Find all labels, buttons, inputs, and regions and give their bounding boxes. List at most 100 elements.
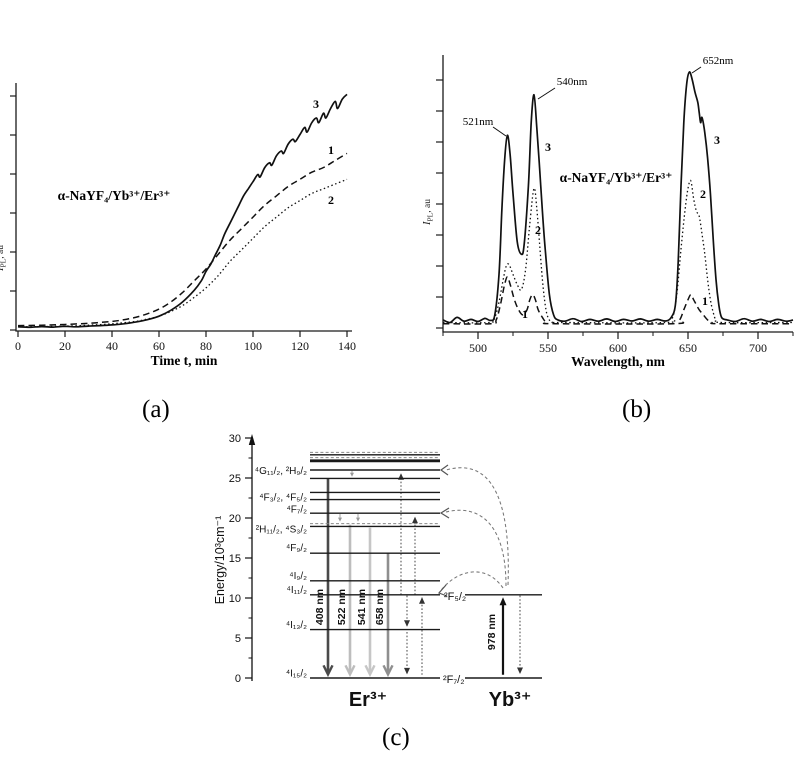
relaxation-arrowhead-icon: [338, 517, 342, 522]
panel-a-ylabel-subscript: PL: [0, 258, 8, 267]
panel-b-series-1-curve: [442, 276, 794, 325]
energy-transfer-arrowhead-icon: [437, 584, 448, 597]
panel-b-x-tick-label: 550: [539, 341, 557, 355]
peak-label-652nm: 652nm: [703, 55, 734, 67]
emission-arrowhead-icon: [344, 664, 356, 678]
energy-transfer-arrow-to-2H9: [445, 467, 509, 586]
emission-wavelength-label: 541 nm: [356, 589, 368, 625]
energy-transfer-arrowhead-icon: [439, 507, 450, 519]
panel-b-series-3-label: 3: [714, 133, 720, 147]
panel-a-x-tick-label: 20: [59, 339, 71, 353]
panel-a-series-2-curve: [17, 178, 348, 328]
panel-a-series-3-label: 3: [313, 97, 319, 111]
panel-b-series-3-label: 3: [545, 140, 551, 154]
panel-b-chart: IPL, au α-NaYF₄/Yb³⁺/Er³⁺ Wavelength, nm…: [422, 55, 794, 369]
relaxation-arrowhead-icon: [356, 517, 360, 522]
energy-tick-label: 15: [229, 553, 241, 565]
energy-tick-label: 30: [229, 433, 241, 445]
panel-b-xlabel: Wavelength, nm: [571, 354, 666, 369]
emission-arrowhead-icon: [322, 664, 334, 678]
emission-arrowhead-icon: [364, 664, 376, 678]
peak-pointer-line: [492, 126, 507, 137]
panel-letter-b: (b): [622, 396, 652, 423]
peak-pointer-line: [537, 87, 556, 100]
panel-a-x-tick-label: 40: [106, 339, 118, 353]
er-level-label: ⁴G₁₁/₂, ²H₉/₂: [255, 466, 307, 477]
er-level-label: ⁴F₇/₂: [286, 504, 307, 515]
dotted-arrowhead-icon: [412, 516, 418, 524]
panel-a-x-tick-label: 0: [15, 339, 21, 353]
panel-b-series-2-label: 2: [535, 223, 541, 237]
energy-tick-label: 20: [229, 513, 241, 525]
dotted-arrowhead-icon: [404, 620, 410, 627]
er-level-label: ²H₁₁/₂, ⁴S₃/₂: [256, 524, 307, 535]
panel-a-axes: [15, 83, 352, 332]
panel-a-x-tick-label: 60: [153, 339, 165, 353]
peak-label-540nm: 540nm: [557, 76, 588, 88]
panel-letter-a: (a): [142, 396, 170, 423]
energy-tick-label: 10: [229, 593, 241, 605]
energy-tick-label: 25: [229, 473, 241, 485]
panel-b-ylabel-symbol: I: [422, 221, 433, 226]
er-level-label: ⁴F₉/₂: [286, 543, 307, 554]
er-level-label: ⁴I₉/₂: [289, 571, 307, 582]
panel-b-series-3-curve: [442, 71, 794, 324]
panel-b-ylabel-subscript: PL: [426, 212, 435, 221]
dotted-arrowhead-icon: [419, 597, 425, 604]
panel-a-series-2-label: 2: [328, 193, 334, 207]
dotted-arrowhead-icon: [517, 667, 523, 674]
er-level-label: ⁴I₁₃/₂: [286, 620, 307, 631]
emission-wavelength-label: 522 nm: [336, 589, 348, 625]
yb-level-label-2F7: ²F₇/₂: [443, 674, 465, 686]
panel-c-energy-diagram: Energy/10³cm⁻¹ ²F₅/₂ ²F₇/₂ 978 nm Er³⁺ Y…: [213, 433, 542, 711]
panel-a-ylabel-unit: , au: [0, 245, 6, 259]
panel-b-ylabel-unit: , au: [423, 199, 433, 213]
panel-b-x-tick-label: 600: [609, 341, 627, 355]
ion-label-yb: Yb³⁺: [489, 689, 532, 711]
ion-label-er: Er³⁺: [349, 689, 387, 711]
panel-a-ylabel-symbol: I: [0, 267, 6, 272]
panel-b-axes: [442, 55, 793, 333]
peak-pointer-line: [691, 66, 702, 74]
er-level-label: ⁴F₃/₂, ⁴F₅/₂: [259, 492, 307, 503]
er-level-label: ⁴I₁₅/₂: [286, 668, 307, 679]
peak-label-521nm: 521nm: [463, 116, 494, 128]
energy-transfer-arrow-to-4I11: [438, 571, 504, 594]
pump-wavelength-label: 978 nm: [486, 614, 498, 650]
energy-tick-label: 5: [235, 633, 241, 645]
energy-tick-label: 0: [235, 673, 241, 685]
panel-a-x-tick-label: 100: [244, 339, 262, 353]
panel-b-x-tick-label: 700: [749, 341, 767, 355]
dotted-arrowhead-icon: [404, 667, 410, 675]
panel-a-x-tick-label: 120: [291, 339, 309, 353]
pump-arrowhead-icon: [499, 597, 507, 606]
energy-transfer-arrow-to-4F7: [445, 509, 507, 587]
panel-a-ylabel: IPL, au: [0, 245, 8, 272]
emission-wavelength-label: 658 nm: [374, 589, 386, 625]
panel-b-series-2-label: 2: [700, 187, 706, 201]
axis-arrowhead-icon: [248, 434, 256, 445]
panel-a-x-tick-label: 140: [338, 339, 356, 353]
panel-b-series-2-curve: [442, 179, 794, 324]
panel-b-series-1-label: 1: [702, 294, 708, 308]
panel-b-x-tick-label: 650: [679, 341, 697, 355]
panel-b-series-1-label: 1: [522, 307, 528, 321]
panel-a-series-3-curve: [17, 93, 348, 329]
panel-a-xlabel: Time t, min: [151, 353, 218, 368]
panel-b-x-tick-label: 500: [469, 341, 487, 355]
panel-a-series-1-curve: [17, 152, 348, 327]
emission-wavelength-label: 408 nm: [314, 589, 326, 625]
panel-letter-c: (c): [382, 724, 410, 751]
energy-transfer-arrowhead-icon: [439, 464, 449, 476]
panel-b-ylabel: IPL, au: [422, 199, 435, 226]
er-level-label: ⁴I₁₁/₂: [287, 585, 308, 596]
panel-a-series-1-label: 1: [328, 143, 334, 157]
panel-a-x-tick-label: 80: [200, 339, 212, 353]
panel-a-annotation: α-NaYF₄/Yb³⁺/Er³⁺: [58, 188, 171, 203]
relaxation-arrowhead-icon: [350, 472, 354, 477]
energy-axis-label: Energy/10³cm⁻¹: [213, 516, 227, 605]
emission-arrowhead-icon: [382, 664, 394, 678]
panel-a-chart: IPL, au α-NaYF₄/Yb³⁺/Er³⁺ Time t, min 0 2…: [0, 83, 356, 368]
yb-level-label-2F5: ²F₅/₂: [444, 591, 466, 603]
